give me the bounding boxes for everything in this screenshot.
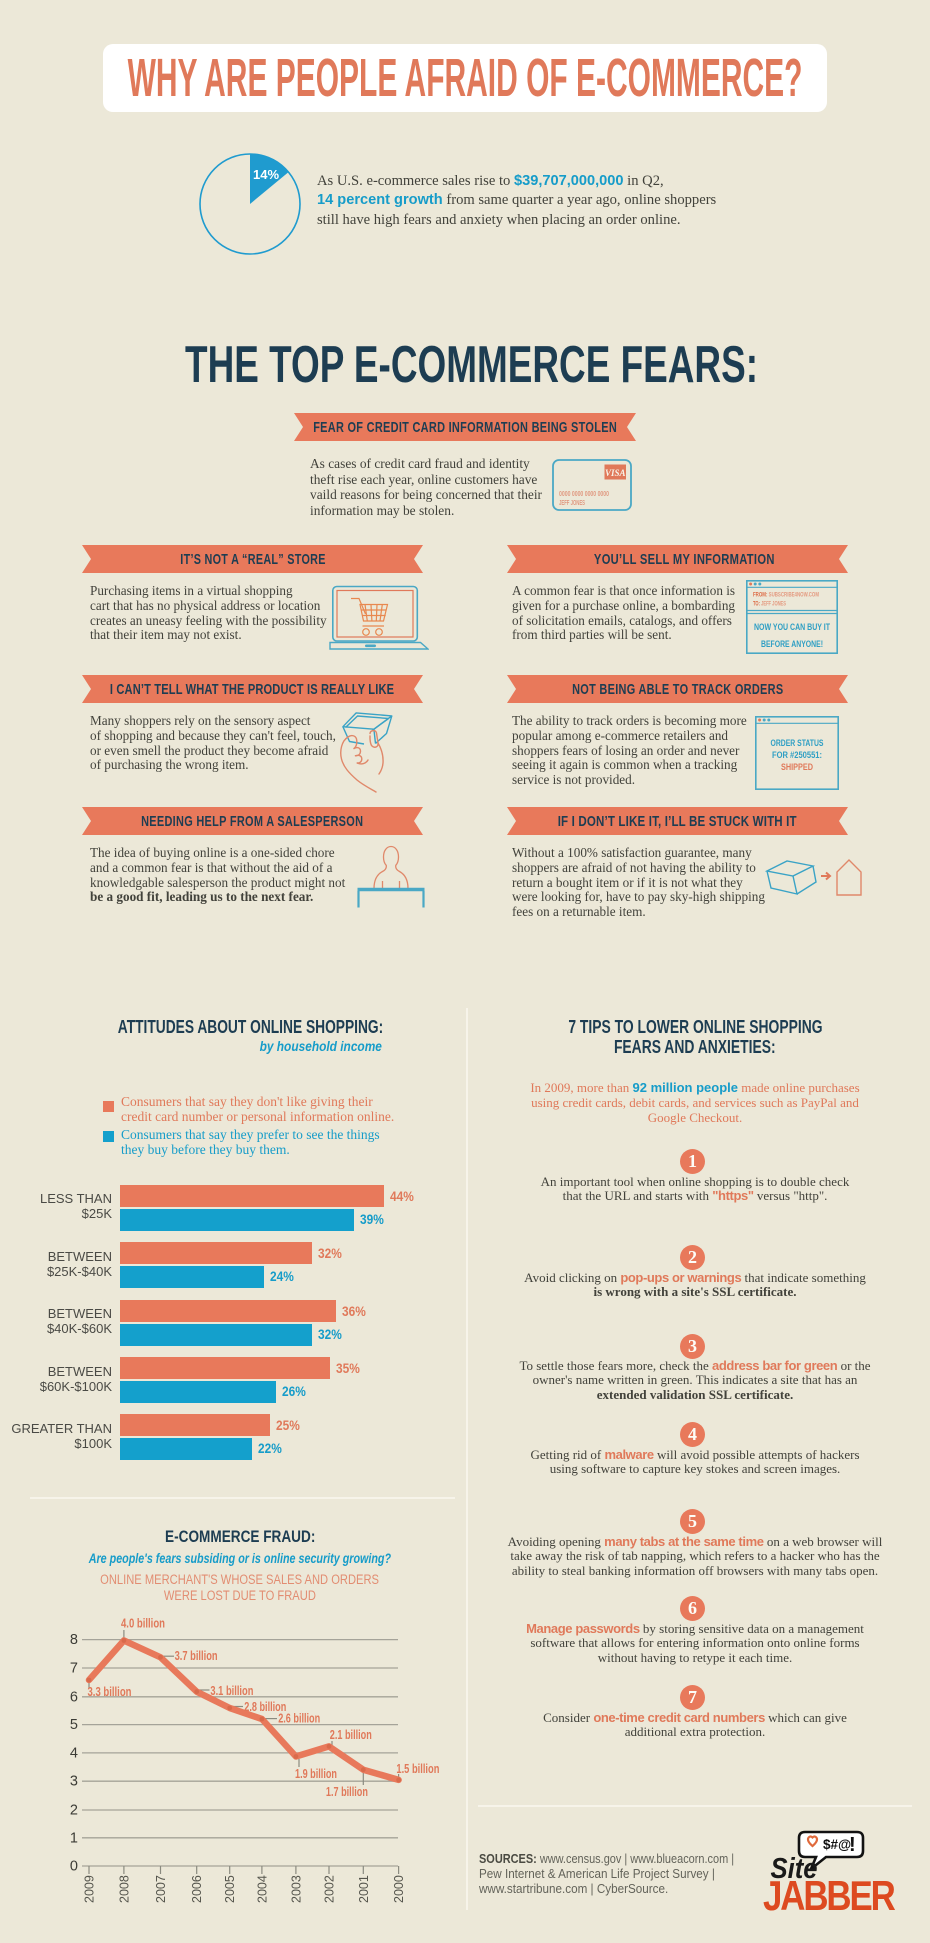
svg-text:ORDER STATUS: ORDER STATUS xyxy=(771,738,824,749)
svg-text:8: 8 xyxy=(70,1632,78,1648)
svg-text:TO: JEFF JONES: TO: JEFF JONES xyxy=(753,601,786,608)
svg-text:JEFF JONES: JEFF JONES xyxy=(559,498,585,507)
svg-text:0: 0 xyxy=(70,1859,78,1875)
svg-text:7: 7 xyxy=(70,1661,78,1677)
svg-text:$#@: $#@ xyxy=(823,1837,851,1852)
svg-text:1.5 billion: 1.5 billion xyxy=(396,1761,439,1776)
svg-text:2002: 2002 xyxy=(323,1875,337,1903)
svg-text:FOR #250551:: FOR #250551: xyxy=(772,750,822,761)
svg-text:2009: 2009 xyxy=(83,1875,97,1903)
svg-text:2.1 billion: 2.1 billion xyxy=(330,1727,372,1742)
svg-text:3.3 billion: 3.3 billion xyxy=(88,1684,132,1699)
svg-text:2: 2 xyxy=(70,1803,78,1819)
svg-text:2004: 2004 xyxy=(255,1875,269,1903)
svg-text:JABBER: JABBER xyxy=(763,1873,896,1916)
svg-text:2000: 2000 xyxy=(392,1875,406,1903)
svg-text:4: 4 xyxy=(70,1745,78,1761)
svg-text:VISA: VISA xyxy=(605,468,626,478)
svg-text:BEFORE ANYONE!: BEFORE ANYONE! xyxy=(761,639,823,650)
svg-text:2.8 billion: 2.8 billion xyxy=(244,1699,286,1714)
svg-text:2008: 2008 xyxy=(117,1875,131,1903)
svg-text:3: 3 xyxy=(70,1774,78,1790)
svg-text:0000 0000 0000 0000: 0000 0000 0000 0000 xyxy=(559,489,609,498)
svg-text:1.7 billion: 1.7 billion xyxy=(326,1784,368,1799)
svg-text:2005: 2005 xyxy=(223,1875,237,1903)
svg-text:2006: 2006 xyxy=(190,1875,204,1903)
svg-text:3.1 billion: 3.1 billion xyxy=(210,1683,253,1698)
svg-text:1: 1 xyxy=(70,1830,78,1846)
svg-text:Site: Site xyxy=(771,1853,818,1885)
svg-text:2001: 2001 xyxy=(357,1875,371,1903)
svg-text:2.6 billion: 2.6 billion xyxy=(278,1711,320,1726)
svg-text:FROM: SUBSCRIBE4NOW.COM: FROM: SUBSCRIBE4NOW.COM xyxy=(753,592,819,599)
svg-text:NOW YOU CAN BUY IT: NOW YOU CAN BUY IT xyxy=(754,622,830,633)
svg-text:5: 5 xyxy=(70,1717,78,1733)
svg-text:SHIPPED: SHIPPED xyxy=(781,762,813,773)
svg-text:4.0 billion: 4.0 billion xyxy=(121,1616,165,1631)
svg-text:2007: 2007 xyxy=(154,1875,168,1903)
svg-text:!: ! xyxy=(849,1834,856,1856)
svg-text:2003: 2003 xyxy=(289,1875,303,1903)
svg-text:1.9 billion: 1.9 billion xyxy=(295,1766,337,1781)
svg-text:3.7 billion: 3.7 billion xyxy=(175,1648,218,1663)
svg-text:6: 6 xyxy=(70,1689,78,1705)
